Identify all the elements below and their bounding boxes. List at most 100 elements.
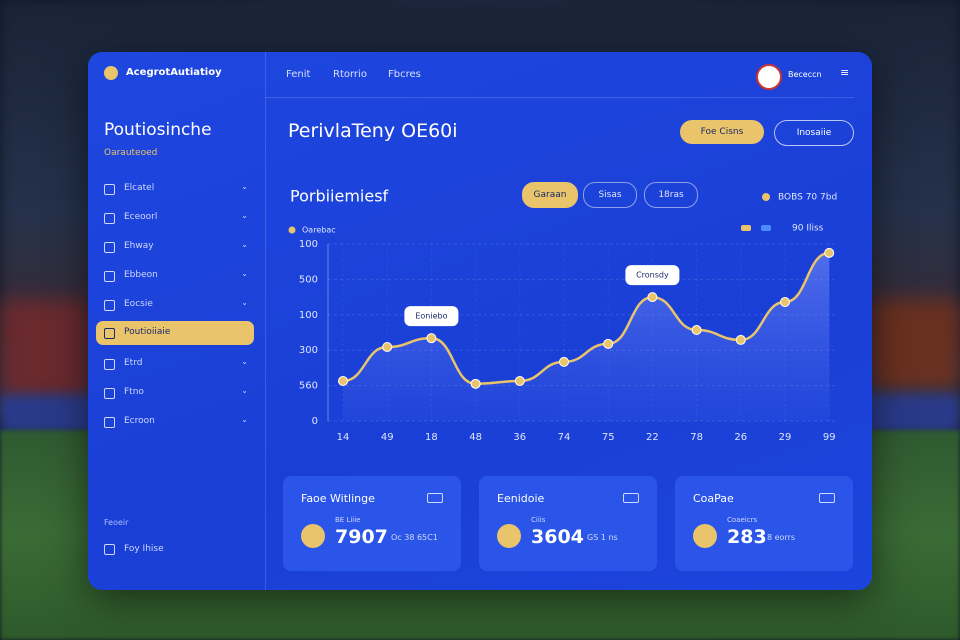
user-name[interactable]: Bececcn [788, 70, 822, 79]
stat-card: Faoe Witlinge BE Liiie 7907 Oc 38 65C1 [283, 476, 461, 571]
card-extra: GS 1 ns [587, 533, 618, 542]
chevron: ⌄ [241, 298, 248, 307]
button[interactable]: Inosaiie [774, 120, 854, 146]
card-title: Faoe Witlinge [301, 492, 375, 505]
sidebar-item-label: Ecroon [124, 416, 155, 426]
sidebar-item[interactable]: Ecroon ⌄ [102, 410, 252, 434]
sidebar-item[interactable]: Eocsie ⌄ [102, 293, 252, 317]
stat-card: CoaPae Coaeicrs 283 8 eorrs [675, 476, 853, 571]
card-label: BE Liiie [335, 516, 361, 524]
y-tick-label: 100 [299, 239, 318, 250]
sidebar-item-label: Eceoorl [124, 212, 158, 222]
sidebar-item-label: Eocsie [124, 299, 153, 309]
x-tick-label: 78 [690, 432, 703, 443]
sidebar-item[interactable]: Ftno ⌄ [102, 381, 252, 405]
point [735, 334, 746, 345]
sidebar-item[interactable]: Eceoorl ⌄ [102, 206, 252, 230]
sidebar: AcegrotAutiatioy Poutiosinche Oarauteoed… [88, 52, 266, 590]
callout-label: Eoniebo [415, 312, 447, 321]
x-tick-label: 18 [425, 432, 438, 443]
icon [104, 544, 115, 555]
menu-icon[interactable]: ≡ [840, 66, 850, 79]
footer-item[interactable]: Foy Ihise [124, 544, 164, 554]
y-tick-label: 100 [299, 310, 318, 321]
button[interactable]: Foe Cisns [680, 120, 764, 144]
legend-swatch [762, 193, 770, 201]
background [0, 300, 90, 400]
point [824, 247, 835, 258]
chevron: ⌄ [241, 240, 248, 249]
card-extra: 8 eorrs [767, 533, 796, 542]
legend-swatch [288, 226, 296, 234]
sidebar-item[interactable]: Ehway ⌄ [102, 235, 252, 259]
icon [104, 242, 115, 253]
background [870, 300, 960, 390]
nav-link[interactable]: Fbcres [388, 69, 421, 80]
chevron: ⌄ [241, 415, 248, 424]
card-value: 283 [727, 526, 767, 548]
legend-swatch [761, 225, 771, 231]
point [514, 375, 525, 386]
nav-link[interactable]: Fenit [286, 69, 311, 80]
chevron: ⌄ [241, 269, 248, 278]
legend-label: Oarebac [302, 226, 336, 235]
sidebar-item-label: Poutioiiaie [124, 327, 171, 337]
y-tick-label: 500 [299, 274, 318, 285]
point [426, 333, 437, 344]
icon [104, 359, 115, 370]
point [780, 297, 790, 308]
sidebar-subtitle: Oarauteoed [104, 148, 158, 158]
x-tick-label: 74 [558, 432, 571, 443]
stat-card: Eenidoie Ciiis 3604 GS 1 ns [479, 476, 657, 571]
chart-title: Porbiiemiesf [290, 187, 389, 206]
legend-label: BOBS 70 7bd [778, 193, 837, 203]
sidebar-item-label: Etrd [124, 358, 143, 368]
tab[interactable]: 18ras [644, 182, 698, 208]
chevron: ⌄ [241, 357, 248, 366]
x-tick-label: 26 [734, 432, 747, 443]
page-title: PerivlaTeny OE60i [288, 120, 458, 142]
point [338, 375, 348, 386]
avatar [497, 524, 521, 548]
y-tick-label: 560 [299, 381, 318, 392]
avatar [301, 524, 325, 548]
divider [265, 97, 854, 98]
card-value: 3604 [531, 526, 584, 548]
y-tick-label: 0 [312, 416, 318, 427]
icon [623, 493, 639, 503]
point [691, 325, 702, 336]
chevron: ⌄ [241, 386, 248, 395]
brand: AcegrotAutiatioy [126, 67, 222, 78]
footer-label: Feoeir [104, 518, 129, 527]
point [647, 292, 658, 303]
sidebar-item[interactable]: Ebbeon ⌄ [102, 264, 252, 288]
callout-label: Cronsdy [636, 271, 669, 280]
x-tick-label: 36 [513, 432, 526, 443]
point [559, 356, 569, 367]
card-label: Coaeicrs [727, 516, 758, 524]
point [470, 378, 481, 389]
sidebar-item[interactable]: Elcatel ⌄ [102, 177, 252, 201]
avatar[interactable] [756, 64, 782, 90]
legend-label: 90 Iliss [792, 224, 824, 234]
nav-link[interactable]: Rtorrio [333, 69, 367, 80]
icon [104, 271, 115, 282]
x-tick-label: 75 [602, 432, 615, 443]
sidebar-item[interactable]: Poutioiiaie [96, 321, 254, 345]
sidebar-item-label: Ebbeon [124, 270, 158, 280]
icon [104, 184, 115, 195]
tab[interactable]: Garaan [522, 182, 578, 208]
dashboard: AcegrotAutiatioy Poutiosinche Oarauteoed… [88, 52, 872, 590]
icon [104, 388, 115, 399]
sidebar-item[interactable]: Etrd ⌄ [102, 352, 252, 376]
x-tick-label: 48 [469, 432, 482, 443]
point [382, 342, 393, 353]
x-tick-label: 14 [337, 432, 350, 443]
sidebar-title: Poutiosinche [104, 120, 212, 140]
icon [104, 417, 115, 428]
sidebar-item-label: Ftno [124, 387, 144, 397]
icon [104, 213, 115, 224]
card-value: 7907 [335, 526, 388, 548]
tab[interactable]: Sisas [583, 182, 637, 208]
